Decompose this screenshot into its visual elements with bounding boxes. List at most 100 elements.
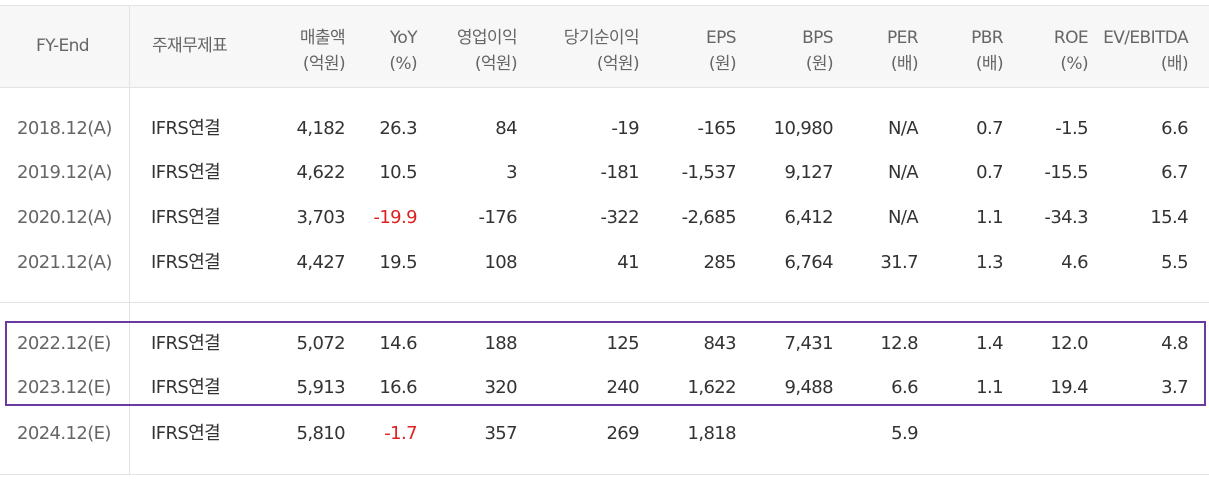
- yoy-cell: 26.3: [379, 118, 417, 139]
- ev-cell: 15.4: [1150, 207, 1188, 228]
- header-fy-end: FY-End: [36, 33, 90, 59]
- fy-end-cell: 2020.12(A): [17, 207, 112, 228]
- yoy-cell: 14.6: [379, 333, 417, 354]
- net-cell: 269: [606, 423, 639, 444]
- header-roe-label: ROE: [1053, 28, 1089, 48]
- subject-cell: IFRS연결: [151, 423, 221, 444]
- table-header: FY-End 주재무제표 매출액 (억원) YoY (%) 영업이익 (억원) 당기순…: [0, 5, 1209, 87]
- roe-cell: 19.4: [1050, 377, 1088, 398]
- roe-cell: 12.0: [1050, 333, 1088, 354]
- net-cell: 240: [606, 377, 639, 398]
- yoy-cell: -19.9: [373, 207, 417, 228]
- header-sales: 매출액 (억원): [299, 25, 346, 77]
- subject-cell: IFRS연결: [151, 252, 221, 273]
- sales-cell: 5,810: [296, 423, 345, 444]
- header-pbr-unit: (배): [975, 54, 1004, 74]
- header-subject: 주재무제표: [152, 33, 228, 59]
- bps-cell: 6,412: [784, 207, 833, 228]
- bps-cell: 9,488: [784, 377, 833, 398]
- header-yoy-label: YoY: [389, 28, 418, 48]
- subject-cell: IFRS연결: [151, 207, 221, 228]
- net-cell: -322: [600, 207, 640, 228]
- header-pbr-label: PBR: [971, 28, 1004, 48]
- sales-cell: 3,703: [296, 207, 345, 228]
- per-cell: N/A: [887, 118, 919, 139]
- header-sales-label: 매출액: [299, 28, 346, 48]
- header-net-income-unit: (억원): [596, 54, 640, 74]
- bps-cell: 10,980: [773, 118, 834, 139]
- table-row: 2020.12(A) IFRS연결 3,703 -19.9 -176 -322 -2,685…: [0, 196, 1209, 240]
- header-bps-unit: (원): [805, 54, 834, 74]
- roe-cell: -1.5: [1055, 118, 1088, 139]
- eps-cell: 285: [703, 252, 736, 273]
- op-cell: 357: [484, 423, 517, 444]
- fy-end-cell: 2018.12(A): [17, 118, 112, 139]
- subject-cell: IFRS연결: [151, 162, 221, 183]
- op-cell: 320: [484, 377, 517, 398]
- op-cell: 84: [495, 118, 517, 139]
- header-ev-ebitda: EV/EBITDA (배): [1103, 25, 1189, 77]
- sales-cell: 4,622: [296, 162, 345, 183]
- divider: [0, 474, 1209, 475]
- eps-cell: 1,622: [687, 377, 736, 398]
- header-roe-unit: (%): [1060, 54, 1088, 74]
- pbr-cell: 1.3: [976, 252, 1003, 273]
- eps-cell: 843: [703, 333, 736, 354]
- ev-cell: 3.7: [1161, 377, 1188, 398]
- pbr-cell: 0.7: [976, 162, 1003, 183]
- per-cell: N/A: [887, 207, 919, 228]
- sales-cell: 4,427: [296, 252, 345, 273]
- per-cell: N/A: [887, 162, 919, 183]
- op-cell: 3: [506, 162, 517, 183]
- eps-cell: 1,818: [687, 423, 736, 444]
- divider: [0, 302, 1209, 303]
- header-op-income-label: 영업이익: [456, 28, 518, 48]
- eps-cell: -1,537: [681, 162, 737, 183]
- ev-cell: 6.6: [1161, 118, 1188, 139]
- header-eps-label: EPS: [706, 28, 737, 48]
- header-eps: EPS (원): [706, 25, 737, 77]
- ev-cell: 4.8: [1161, 333, 1188, 354]
- yoy-cell: -1.7: [384, 423, 417, 444]
- net-cell: -19: [611, 118, 639, 139]
- header-net-income: 당기순이익 (억원): [563, 25, 640, 77]
- pbr-cell: 1.1: [976, 207, 1003, 228]
- per-cell: 12.8: [880, 333, 918, 354]
- header-net-income-label: 당기순이익: [563, 28, 640, 48]
- divider: [0, 87, 1209, 88]
- bps-cell: 9,127: [784, 162, 833, 183]
- yoy-cell: 19.5: [379, 252, 417, 273]
- yoy-cell: 16.6: [379, 377, 417, 398]
- header-sales-unit: (억원): [302, 54, 346, 74]
- header-bps: BPS (원): [802, 25, 834, 77]
- header-ev-ebitda-label: EV/EBITDA: [1103, 28, 1189, 48]
- net-cell: 125: [606, 333, 639, 354]
- pbr-cell: 1.1: [976, 377, 1003, 398]
- roe-cell: -15.5: [1044, 162, 1088, 183]
- bps-cell: 7,431: [784, 333, 833, 354]
- op-cell: -176: [478, 207, 518, 228]
- column-divider: [129, 5, 130, 475]
- header-yoy-unit: (%): [389, 54, 417, 74]
- roe-cell: 4.6: [1061, 252, 1088, 273]
- eps-cell: -2,685: [681, 207, 737, 228]
- ev-cell: 6.7: [1161, 162, 1188, 183]
- eps-cell: -165: [697, 118, 737, 139]
- pbr-cell: 1.4: [976, 333, 1003, 354]
- header-op-income: 영업이익 (억원): [456, 25, 518, 77]
- table-row: 2023.12(E) IFRS연결 5,913 16.6 320 240 1,622 9,48…: [0, 366, 1209, 410]
- yoy-cell: 10.5: [379, 162, 417, 183]
- table-row: 2022.12(E) IFRS연결 5,072 14.6 188 125 843 7,431 1…: [0, 322, 1209, 366]
- header-yoy: YoY (%): [389, 25, 417, 77]
- estimate-highlight-box: [5, 321, 1206, 406]
- sales-cell: 4,182: [296, 118, 345, 139]
- header-ev-ebitda-unit: (배): [1160, 54, 1189, 74]
- fy-end-cell: 2021.12(A): [17, 252, 112, 273]
- op-cell: 108: [484, 252, 517, 273]
- header-per-unit: (배): [890, 54, 919, 74]
- table-row: 2024.12(E) IFRS연결 5,810 -1.7 357 269 1,818 5.9: [0, 412, 1209, 456]
- op-cell: 188: [484, 333, 517, 354]
- subject-cell: IFRS연결: [151, 377, 221, 398]
- bps-cell: 6,764: [784, 252, 833, 273]
